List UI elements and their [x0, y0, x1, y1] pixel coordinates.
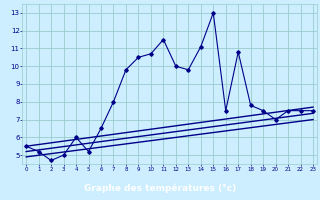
Text: Graphe des températures (°c): Graphe des températures (°c) — [84, 184, 236, 193]
